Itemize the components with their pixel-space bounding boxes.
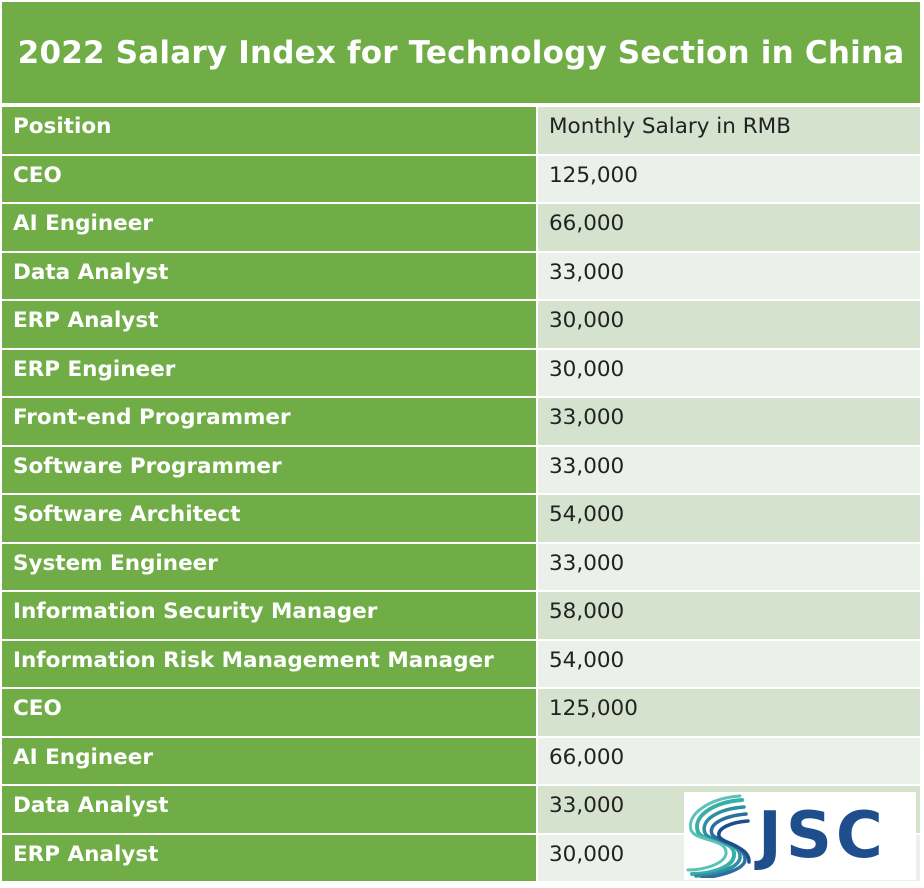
position-cell: AI Engineer	[2, 737, 538, 784]
table-row: Information Security Manager 58,000	[2, 592, 920, 641]
salary-cell: 33,000	[538, 446, 920, 493]
salary-table: Position Monthly Salary in RMB CEO 125,0…	[2, 107, 920, 883]
table-row: Front-end Programmer 33,000	[2, 398, 920, 447]
table-row: System Engineer 33,000	[2, 543, 920, 592]
position-cell: ERP Engineer	[2, 349, 538, 396]
position-cell: Data Analyst	[2, 252, 538, 299]
salary-cell: 54,000	[538, 640, 920, 687]
position-cell: Software Programmer	[2, 446, 538, 493]
position-cell: Information Security Manager	[2, 592, 538, 639]
salary-cell: 30,000	[538, 301, 920, 348]
table-header-row: Position Monthly Salary in RMB	[2, 107, 920, 156]
salary-cell: 66,000	[538, 737, 920, 784]
jsc-swoosh-logo-icon	[686, 794, 751, 878]
salary-cell: 58,000	[538, 592, 920, 639]
page-title: 2022 Salary Index for Technology Section…	[2, 2, 920, 103]
table-row: ERP Engineer 30,000	[2, 349, 920, 398]
salary-cell: 33,000	[538, 252, 920, 299]
salary-cell: 125,000	[538, 155, 920, 202]
table-row: Software Programmer 33,000	[2, 446, 920, 495]
table-row: CEO 125,000	[2, 689, 920, 738]
table-row: ERP Analyst 30,000	[2, 301, 920, 350]
position-cell: AI Engineer	[2, 204, 538, 251]
salary-cell: 125,000	[538, 689, 920, 736]
salary-cell: 30,000	[538, 349, 920, 396]
table-row: Data Analyst 33,000	[2, 252, 920, 301]
salary-cell: 54,000	[538, 495, 920, 542]
position-cell: CEO	[2, 689, 538, 736]
table-row: CEO 125,000	[2, 155, 920, 204]
table-row: Software Architect 54,000	[2, 495, 920, 544]
table-row: AI Engineer 66,000	[2, 737, 920, 786]
position-cell: Information Risk Management Manager	[2, 640, 538, 687]
position-cell: ERP Analyst	[2, 301, 538, 348]
table-row: Information Risk Management Manager 54,0…	[2, 640, 920, 689]
position-cell: ERP Analyst	[2, 834, 538, 881]
position-cell: System Engineer	[2, 543, 538, 590]
position-cell: Data Analyst	[2, 786, 538, 833]
header-position: Position	[2, 107, 538, 154]
salary-cell: 33,000	[538, 543, 920, 590]
position-cell: Front-end Programmer	[2, 398, 538, 445]
position-cell: Software Architect	[2, 495, 538, 542]
salary-cell: 66,000	[538, 204, 920, 251]
salary-cell: 33,000	[538, 398, 920, 445]
table-row: AI Engineer 66,000	[2, 204, 920, 253]
header-salary: Monthly Salary in RMB	[538, 107, 920, 154]
logo-text: JSC	[758, 799, 887, 873]
position-cell: CEO	[2, 155, 538, 202]
jsc-logo: JSC	[684, 792, 916, 880]
